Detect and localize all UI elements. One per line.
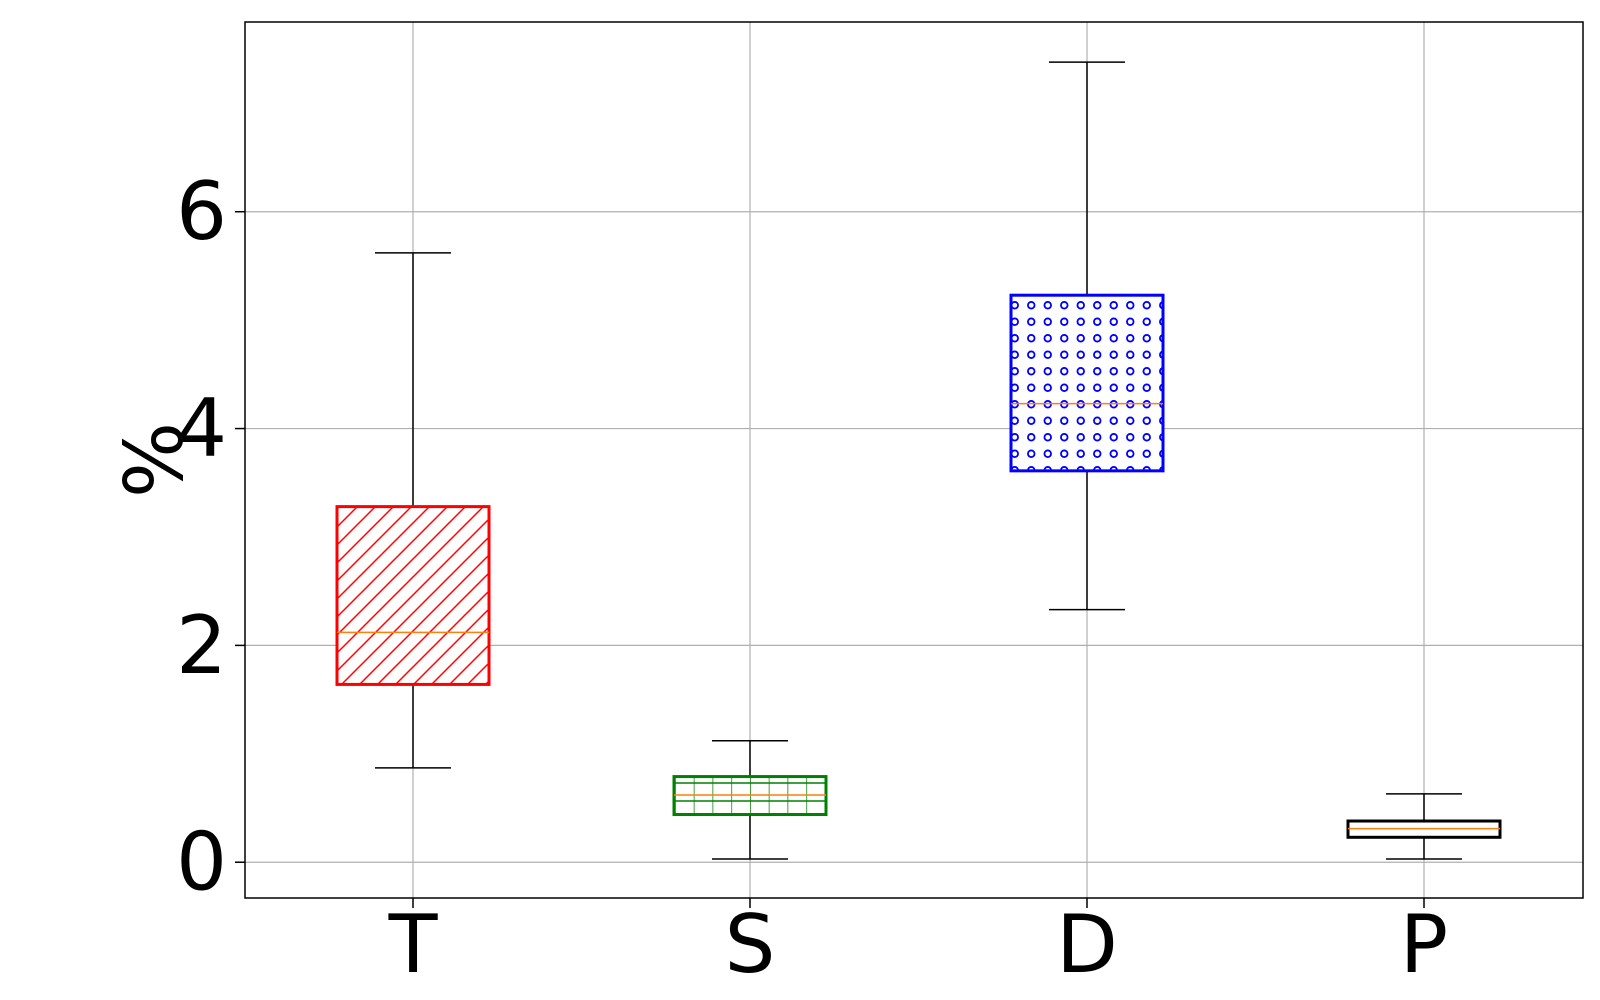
y-tick-label: 0 bbox=[176, 816, 227, 909]
y-tick-label: 2 bbox=[176, 599, 227, 692]
box-S bbox=[672, 740, 828, 860]
y-tick-label: 6 bbox=[176, 165, 227, 258]
x-tick-label-S: S bbox=[725, 898, 776, 991]
box-body bbox=[335, 505, 491, 686]
box-P bbox=[1346, 793, 1502, 860]
box-T bbox=[335, 252, 491, 769]
x-tick-label-D: D bbox=[1056, 898, 1118, 991]
plot-area-frame bbox=[244, 21, 1584, 899]
box-D bbox=[1009, 61, 1165, 611]
x-tick-label-P: P bbox=[1400, 898, 1448, 991]
y-axis-title: % bbox=[108, 422, 201, 498]
box-body bbox=[1009, 293, 1165, 473]
x-tick-label-T: T bbox=[388, 898, 439, 991]
y-tick-label: 4 bbox=[176, 382, 227, 475]
